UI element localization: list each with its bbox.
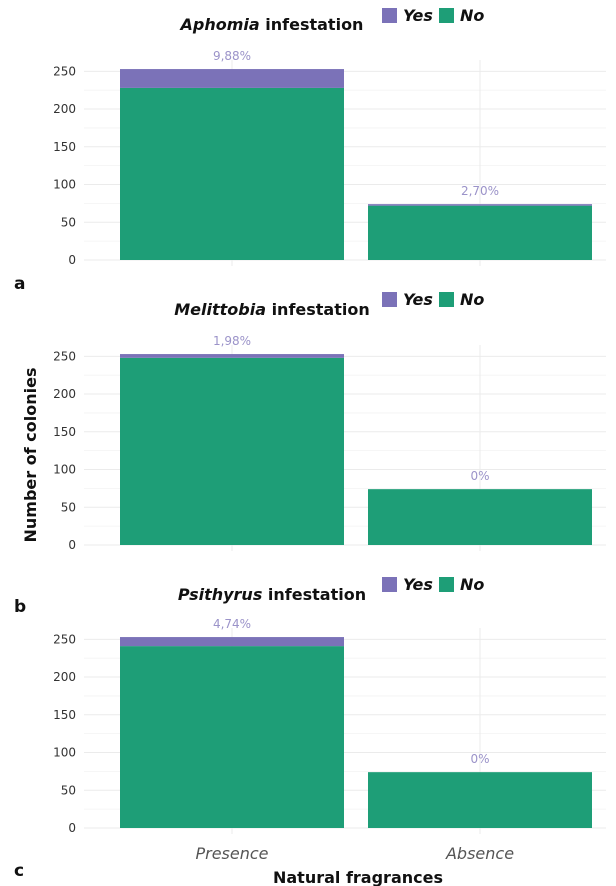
legend-swatch-yes <box>382 577 397 592</box>
panel-letter: c <box>14 861 24 881</box>
y-tick-label: 250 <box>53 632 76 646</box>
bar-percent-label: 1,98% <box>213 334 251 348</box>
legend-swatch-no <box>439 577 454 592</box>
bar-percent-label: 0% <box>470 469 489 483</box>
x-tick-label-presence: Presence <box>195 844 268 863</box>
chart-title-genus: Aphomia <box>179 15 260 34</box>
legend-label-yes: Yes <box>403 575 433 594</box>
y-tick-label: 200 <box>53 387 76 401</box>
y-tick-label: 250 <box>53 349 76 363</box>
y-tick-label: 0 <box>68 821 76 835</box>
bar-yes-presence <box>120 637 344 647</box>
panel-letter: b <box>14 597 26 617</box>
legend-label-no: No <box>460 575 484 594</box>
y-tick-label: 50 <box>61 500 76 514</box>
legend-label-no: No <box>460 6 484 25</box>
y-tick-label: 100 <box>53 463 76 477</box>
y-tick-label: 200 <box>53 102 76 116</box>
y-tick-label: 50 <box>61 215 76 229</box>
bar-yes-presence <box>120 354 344 358</box>
legend: Yes No <box>382 575 484 594</box>
panel-letter: a <box>14 274 25 294</box>
x-axis-title: Natural fragrances <box>273 868 443 886</box>
y-tick-label: 200 <box>53 670 76 684</box>
chart-title-genus: Psithyrus <box>178 585 262 604</box>
bar-percent-label: 9,88% <box>213 49 251 63</box>
chart-title-genus: Melittobia <box>174 300 266 319</box>
y-axis-title: Number of colonies <box>21 368 40 543</box>
chart-panel-c: 0 50 100 150 200 250 4,74% 0% Psithyrus infestat… <box>14 575 606 881</box>
bar-no-presence <box>120 357 344 545</box>
y-tick-label: 100 <box>53 178 76 192</box>
bar-no-absence <box>368 205 592 260</box>
bar-no-absence <box>368 489 592 545</box>
chart-title: Aphomia infestation <box>179 15 364 34</box>
legend-swatch-yes <box>382 8 397 23</box>
bar-yes-presence <box>120 69 344 88</box>
bar-no-absence <box>368 772 592 828</box>
legend: Yes No <box>382 290 484 309</box>
bar-no-presence <box>120 646 344 828</box>
y-tick-label: 100 <box>53 746 76 760</box>
bar-yes-absence <box>368 204 592 206</box>
chart-title-suffix: infestation <box>266 300 370 319</box>
y-tick-label: 250 <box>53 64 76 78</box>
bar-percent-label: 2,70% <box>461 184 499 198</box>
y-tick-label: 150 <box>53 708 76 722</box>
bar-percent-label: 0% <box>470 752 489 766</box>
chart-title: Melittobia infestation <box>174 300 370 319</box>
y-tick-label: 50 <box>61 783 76 797</box>
chart-panel-b: 0 50 100 150 200 250 1,98% 0% Melittobia infesta… <box>14 290 606 617</box>
legend-swatch-yes <box>382 292 397 307</box>
legend-label-yes: Yes <box>403 6 433 25</box>
chart-panel-a: 0 50 100 150 200 250 9,88% 2,70% Aphomia infesta… <box>14 6 606 294</box>
bar-no-presence <box>120 87 344 260</box>
chart-title-suffix: infestation <box>260 15 364 34</box>
y-tick-label: 150 <box>53 140 76 154</box>
y-tick-label: 0 <box>68 253 76 267</box>
legend-swatch-no <box>439 292 454 307</box>
legend: Yes No <box>382 6 484 25</box>
x-tick-label-absence: Absence <box>445 844 514 863</box>
bar-percent-label: 4,74% <box>213 617 251 631</box>
legend-label-yes: Yes <box>403 290 433 309</box>
legend-label-no: No <box>460 290 484 309</box>
legend-swatch-no <box>439 8 454 23</box>
chart-title-suffix: infestation <box>262 585 366 604</box>
y-tick-label: 150 <box>53 425 76 439</box>
chart-title: Psithyrus infestation <box>178 585 366 604</box>
y-tick-label: 0 <box>68 538 76 552</box>
